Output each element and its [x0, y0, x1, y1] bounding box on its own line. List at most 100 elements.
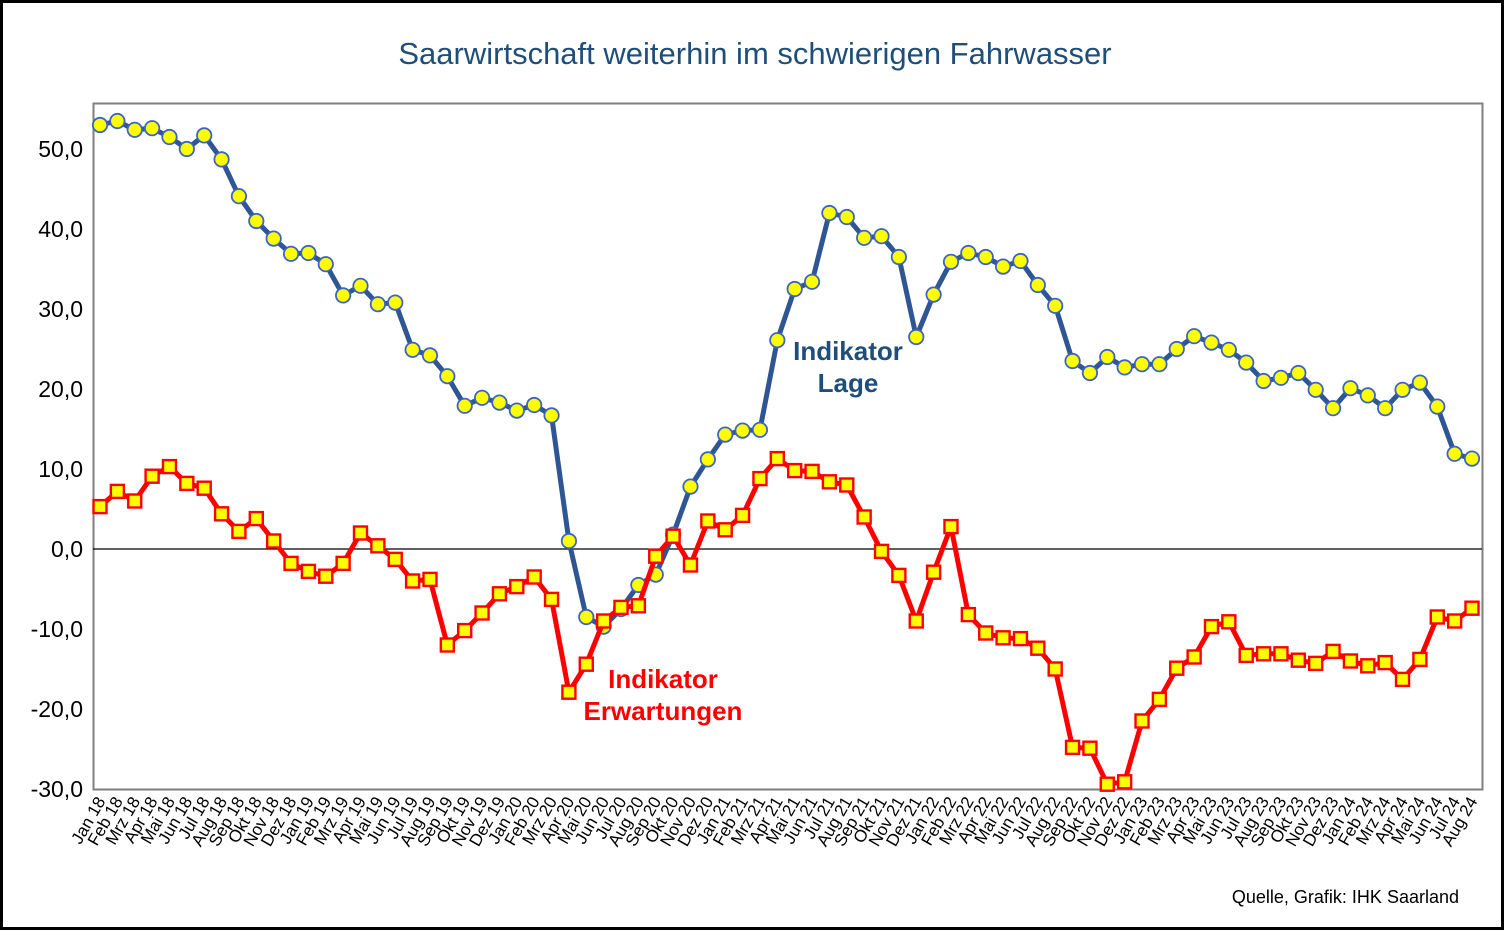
marker-lage [994, 258, 1012, 275]
marker-erwartungen [509, 578, 525, 595]
series-label-erwartungen: Indikator Erwartungen [543, 663, 783, 727]
marker-lage [248, 212, 265, 230]
line-chart: 50,040,030,020,010,00,0-10,0-20,0-30,0Ja… [31, 102, 1484, 850]
marker-erwartungen [1377, 654, 1393, 671]
marker-erwartungen [630, 598, 647, 614]
marker-erwartungen [1238, 647, 1254, 664]
marker-lage [369, 296, 386, 313]
marker-erwartungen [1169, 660, 1185, 676]
marker-lage [1411, 374, 1428, 391]
marker-lage [1047, 297, 1064, 314]
marker-erwartungen [1360, 658, 1376, 674]
marker-erwartungen [213, 506, 230, 522]
marker-erwartungen [682, 557, 699, 573]
marker-erwartungen [526, 569, 542, 585]
y-tick-label: -20,0 [31, 696, 83, 722]
marker-lage [387, 294, 404, 311]
marker-erwartungen [1394, 671, 1411, 688]
y-tick-label: 10,0 [38, 456, 83, 482]
marker-lage [942, 253, 960, 270]
marker-erwartungen [1273, 646, 1289, 662]
marker-lage [560, 532, 578, 550]
marker-erwartungen [1082, 740, 1098, 756]
marker-erwartungen [1325, 643, 1341, 660]
series-label-erwartungen-line2: Erwartungen [583, 696, 743, 726]
marker-erwartungen [1429, 609, 1445, 625]
marker-erwartungen [978, 625, 994, 641]
marker-lage [178, 140, 195, 158]
marker-lage [1394, 381, 1411, 398]
marker-erwartungen [561, 684, 577, 700]
marker-erwartungen [335, 555, 351, 572]
marker-lage [1238, 354, 1255, 371]
marker-erwartungen [839, 477, 855, 493]
marker-erwartungen [613, 599, 629, 616]
marker-lage [960, 244, 977, 262]
marker-erwartungen [1134, 713, 1150, 729]
marker-erwartungen [734, 507, 751, 524]
marker-erwartungen [1221, 614, 1237, 630]
marker-lage [890, 248, 907, 266]
marker-lage [1324, 400, 1342, 417]
marker-erwartungen [665, 528, 681, 544]
marker-lage [404, 341, 421, 358]
marker-erwartungen [109, 483, 126, 500]
marker-lage [1359, 387, 1376, 404]
marker-erwartungen [474, 605, 490, 621]
marker-lage [421, 347, 439, 364]
marker-lage [908, 328, 925, 346]
series-label-lage: Indikator Lage [748, 335, 948, 399]
y-tick-label: 0,0 [51, 536, 83, 562]
marker-lage [1186, 328, 1203, 345]
marker-erwartungen [717, 522, 733, 538]
marker-erwartungen [318, 568, 334, 584]
series-label-erwartungen-line1: Indikator [608, 664, 718, 694]
chart-title: Saarwirtschaft weiterhin im schwierigen … [398, 36, 1112, 71]
marker-erwartungen [352, 525, 369, 541]
marker-lage [317, 256, 334, 273]
marker-erwartungen [595, 613, 612, 629]
marker-erwartungen [1047, 661, 1063, 677]
marker-erwartungen [491, 586, 508, 602]
marker-lage [265, 230, 282, 247]
marker-erwartungen [1186, 649, 1202, 665]
source-note: Quelle, Grafik: IHK Saarland [1231, 887, 1459, 907]
marker-lage [109, 112, 126, 130]
marker-erwartungen [1464, 600, 1480, 616]
marker-erwartungen [283, 555, 299, 572]
marker-lage [161, 128, 178, 146]
marker-erwartungen [804, 463, 820, 480]
marker-erwartungen [578, 656, 594, 672]
marker-lage [769, 332, 786, 349]
marker-erwartungen [265, 533, 282, 549]
marker-erwartungen [925, 564, 942, 580]
marker-lage [508, 402, 525, 419]
marker-erwartungen [1290, 652, 1307, 668]
marker-lage [786, 280, 803, 298]
marker-erwartungen [960, 606, 977, 623]
marker-erwartungen [700, 513, 716, 529]
marker-lage [751, 421, 769, 438]
marker-erwartungen [856, 509, 872, 525]
marker-lage [230, 188, 248, 205]
marker-lage [1151, 356, 1168, 373]
y-tick-label: 50,0 [38, 136, 83, 162]
marker-erwartungen [1012, 630, 1029, 647]
marker-lage [838, 208, 855, 226]
marker-erwartungen [769, 450, 786, 467]
marker-erwartungen [457, 622, 473, 639]
y-tick-label: 40,0 [38, 216, 83, 242]
marker-erwartungen [300, 563, 317, 580]
marker-lage [803, 273, 821, 290]
marker-lage [821, 204, 838, 222]
marker-erwartungen [891, 567, 907, 584]
marker-lage [335, 287, 352, 304]
marker-lage [456, 397, 473, 414]
marker-lage [1272, 369, 1290, 386]
marker-lage [856, 229, 873, 246]
marker-lage [717, 426, 734, 443]
marker-lage [473, 389, 491, 406]
marker-erwartungen [908, 613, 924, 629]
marker-lage [1116, 359, 1133, 376]
